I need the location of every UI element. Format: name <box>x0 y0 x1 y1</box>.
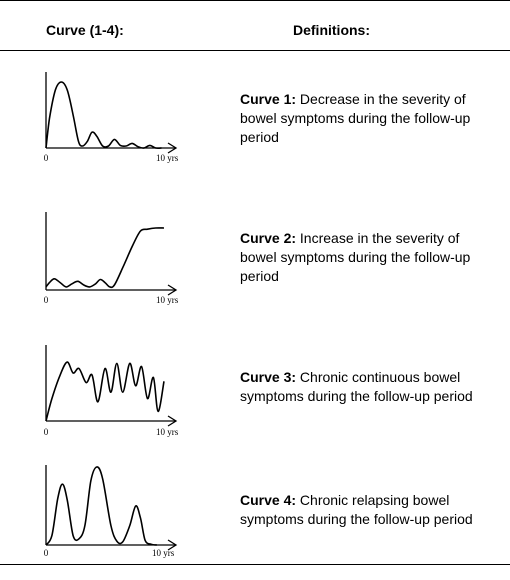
curve-2-svg: 0 10 yrs <box>44 212 179 305</box>
curve-2-axis-end: 10 yrs <box>156 295 179 305</box>
curve-3-axis-arrow <box>167 415 178 427</box>
curve-2-line <box>45 227 165 289</box>
curve-3-axis-end: 10 yrs <box>156 427 179 437</box>
curve-1-axis-arrow <box>167 142 178 154</box>
top-rule <box>0 0 510 1</box>
curve-4-line <box>45 466 157 546</box>
curve-2-definition: Curve 2: Increase in the severity of bow… <box>240 229 492 286</box>
curve-1-line <box>45 81 162 149</box>
curve-4-plot: 0 10 yrs <box>38 455 188 580</box>
curve-3-plot: 0 10 yrs <box>38 335 188 460</box>
curve-4-name: Curve 4: <box>240 492 297 508</box>
curve-3-definition: Curve 3: Chronic continuous bowel sympto… <box>240 368 492 406</box>
curve-3-line <box>45 361 165 422</box>
curve-1-definition-text: Decrease in the severity of bowel sympto… <box>240 91 471 145</box>
curve-3-axis-start: 0 <box>44 427 49 437</box>
curve-4-definition-text: Chronic relapsing bowel symptoms during … <box>240 492 473 527</box>
bottom-rule <box>0 564 510 565</box>
curve-2-name: Curve 2: <box>240 230 297 246</box>
curve-1-axis-start: 0 <box>44 153 49 163</box>
curve-2-plot: 0 10 yrs <box>38 200 188 325</box>
curve-column-header: Curve (1-4): <box>46 22 124 38</box>
curve-3-name: Curve 3: <box>240 369 297 385</box>
curve-1-name: Curve 1: <box>240 91 297 107</box>
curve-1-plot: 0 10 yrs <box>38 60 188 185</box>
definitions-column-header: Definitions: <box>293 22 370 38</box>
curve-3-definition-text: Chronic continuous bowel symptoms during… <box>240 369 473 404</box>
curve-4-axis-end: 10 yrs <box>152 548 175 558</box>
curve-2-definition-text: Increase in the severity of bowel sympto… <box>240 230 471 284</box>
curve-3-svg: 0 10 yrs <box>44 345 179 437</box>
curve-1-axis-end: 10 yrs <box>156 153 179 163</box>
curve-2-axis-arrow <box>167 284 178 296</box>
curve-4-svg: 0 10 yrs <box>44 465 178 558</box>
curve-1-svg: 0 10 yrs <box>44 72 179 163</box>
curve-definitions-table: Curve (1-4): Definitions: 0 10 yrs Curve… <box>0 0 510 565</box>
curve-2-axis-start: 0 <box>44 295 49 305</box>
curve-4-axis-arrow <box>167 539 178 551</box>
curve-1-definition: Curve 1: Decrease in the severity of bow… <box>240 90 492 147</box>
curve-4-definition: Curve 4: Chronic relapsing bowel symptom… <box>240 491 492 529</box>
header-rule <box>0 50 510 51</box>
curve-4-axis-start: 0 <box>44 548 49 558</box>
